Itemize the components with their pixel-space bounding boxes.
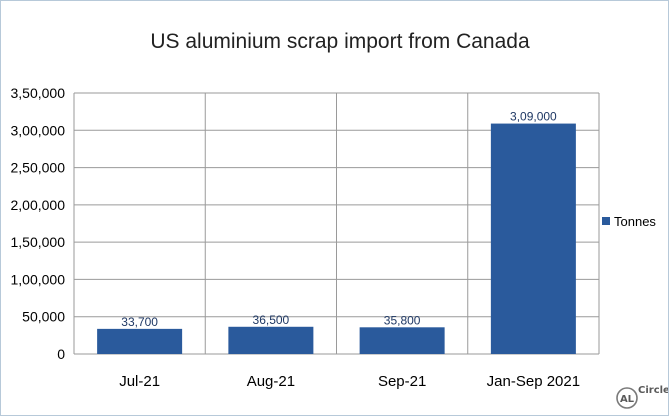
bar xyxy=(359,327,445,354)
x-tick-label: Sep-21 xyxy=(378,373,426,390)
bar xyxy=(228,326,314,354)
data-label: 3,09,000 xyxy=(510,110,557,124)
legend-swatch xyxy=(602,217,610,225)
chart-title: US aluminium scrap import from Canada xyxy=(150,30,530,53)
bar xyxy=(97,328,183,354)
bar-series xyxy=(97,123,576,355)
y-tick-label: 1,50,000 xyxy=(11,234,66,250)
data-label: 35,800 xyxy=(384,313,421,327)
bar xyxy=(490,123,576,355)
legend-label: Tonnes xyxy=(614,214,656,229)
y-tick-label: 3,00,000 xyxy=(11,122,66,138)
gridlines xyxy=(73,92,600,355)
alcircle-logo: AL Circle xyxy=(616,385,668,409)
x-tick-label: Jan-Sep 2021 xyxy=(487,373,580,390)
y-tick-label: 0 xyxy=(57,346,65,362)
x-tick-label: Jul-21 xyxy=(119,373,160,390)
data-labels: 33,700 36,500 35,800 3,09,000 xyxy=(121,110,557,329)
y-tick-label: 2,50,000 xyxy=(11,160,66,176)
data-label: 33,700 xyxy=(121,315,158,329)
y-tick-label: 3,50,000 xyxy=(11,85,66,101)
legend: Tonnes xyxy=(602,214,656,229)
x-tick-label: Aug-21 xyxy=(247,373,295,390)
logo-ring xyxy=(616,387,638,409)
y-tick-label: 1,00,000 xyxy=(11,271,66,287)
logo-letters: AL xyxy=(620,394,635,405)
x-axis: Jul-21 Aug-21 Sep-21 Jan-Sep 2021 xyxy=(119,373,580,390)
y-axis: 0 50,000 1,00,000 1,50,000 2,00,000 2,50,000 3… xyxy=(11,85,66,362)
logo-word: Circle xyxy=(638,385,668,396)
y-tick-label: 2,00,000 xyxy=(11,197,66,213)
data-label: 36,500 xyxy=(253,313,290,327)
y-tick-label: 50,000 xyxy=(22,309,65,325)
